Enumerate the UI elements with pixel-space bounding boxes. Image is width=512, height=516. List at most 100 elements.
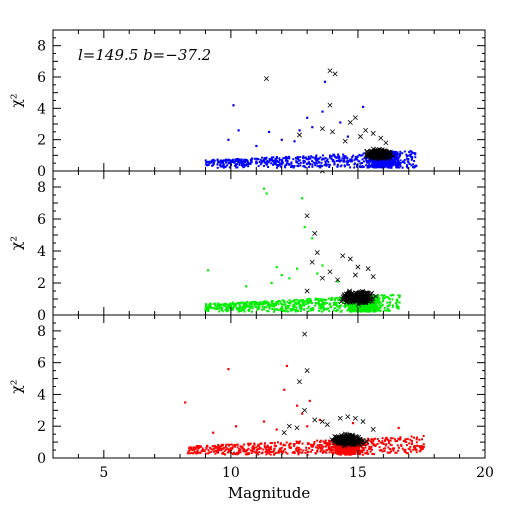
data-point [329,164,331,166]
data-point [405,154,407,156]
data-point [346,310,348,312]
y-tick-label: 2 [37,133,46,149]
data-point [350,306,352,308]
data-point [273,163,275,165]
data-point [401,152,403,154]
data-point [379,307,381,309]
data-point [269,449,271,451]
data-point [382,297,384,299]
cross-point [356,265,360,269]
data-point [308,161,310,163]
data-point [278,301,280,303]
data-point [238,129,240,131]
data-point [365,160,367,162]
data-point [397,167,399,169]
data-point [396,452,398,454]
data-point [274,309,276,311]
data-point [281,274,283,276]
data-point [321,264,323,266]
data-point [326,302,328,304]
data-point [279,159,281,161]
data-point [299,165,301,167]
data-point [325,452,327,454]
data-point [274,161,276,163]
cross-point [341,254,345,258]
data-point [300,449,302,451]
data-point [249,308,251,310]
data-point [296,405,298,407]
data-point [308,448,310,450]
data-point [214,445,216,447]
data-point [251,301,253,303]
data-point [377,164,379,166]
data-point [280,308,282,310]
data-point [321,311,323,313]
data-point [255,452,257,454]
data-point [239,162,241,164]
data-point [298,442,300,444]
data-point [294,304,296,306]
data-point [287,160,289,162]
data-point [307,443,309,445]
data-point [253,447,255,449]
data-point [382,300,384,302]
data-point [404,162,406,164]
data-point [312,309,314,311]
data-point [289,446,291,448]
data-point [383,443,385,445]
data-point [216,451,218,453]
data-point [207,445,209,447]
data-point [286,442,288,444]
data-point [328,442,330,444]
data-point [419,450,421,452]
data-point [421,447,423,449]
data-point [250,163,252,165]
data-point [319,446,321,448]
data-point [413,160,415,162]
data-point [368,446,370,448]
data-point [298,303,300,305]
data-point [323,299,325,301]
data-point [304,226,306,228]
data-point [231,444,233,446]
data-point [267,310,269,312]
data-point [314,305,316,307]
data-point [272,160,274,162]
data-point [266,157,268,159]
cross-point [379,136,383,140]
cross-point [371,274,375,278]
data-point [226,164,228,166]
data-point [212,159,214,161]
data-point [404,151,406,153]
data-point [301,197,303,199]
data-point [232,161,234,163]
data-point [223,453,225,455]
data-point [296,161,298,163]
data-point [350,448,352,450]
data-point [228,309,230,311]
data-point [280,442,282,444]
data-point [339,453,341,455]
cross-point [353,273,357,277]
data-point [356,159,358,161]
data-point [399,302,401,304]
data-point [188,447,190,449]
data-point [310,444,312,446]
data-point [381,440,383,442]
data-point [324,157,326,159]
data-point [258,165,260,167]
data-point [384,295,386,297]
data-point [256,449,258,451]
data-point [362,454,364,456]
data-point [371,438,373,440]
data-point [227,368,229,370]
data-point [328,166,330,168]
data-point [382,162,384,164]
data-point [207,269,209,271]
data-point [369,165,371,167]
data-point [212,445,214,447]
data-point [302,299,304,301]
data-point [207,453,209,455]
data-point [392,294,394,296]
